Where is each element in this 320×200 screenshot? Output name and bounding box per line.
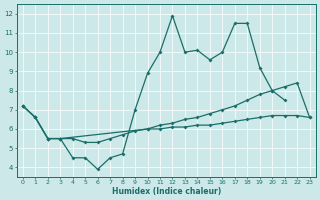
X-axis label: Humidex (Indice chaleur): Humidex (Indice chaleur) <box>112 187 221 196</box>
